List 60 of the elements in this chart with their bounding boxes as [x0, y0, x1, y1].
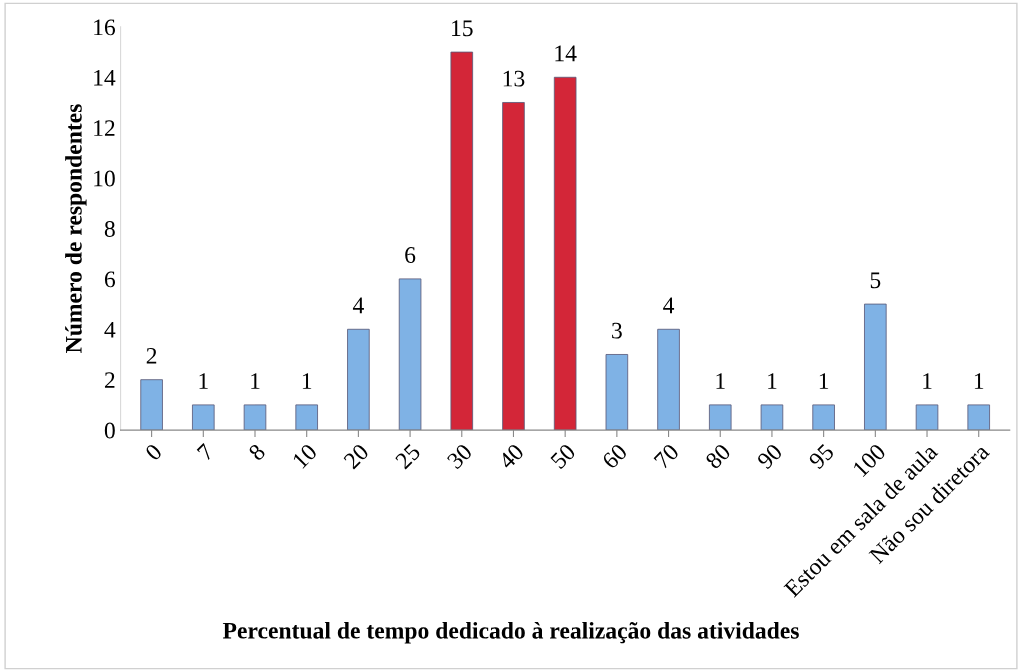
x-tick-label: 90: [756, 443, 784, 470]
x-tick-label: 80: [704, 443, 732, 470]
bar: [864, 303, 887, 431]
y-tick-label: 16: [94, 19, 116, 36]
x-tick-label: 7: [196, 443, 215, 461]
bar: [243, 404, 267, 431]
x-tick-label: 40: [497, 443, 525, 470]
y-axis-title: Número de respondentes: [65, 104, 87, 353]
data-label: 15: [452, 20, 473, 37]
y-tick-label: 2: [104, 372, 115, 388]
x-tick-label: 8: [247, 443, 267, 462]
y-tick-label: 4: [104, 321, 116, 338]
bar: [553, 76, 577, 431]
y-tick-label: 12: [94, 120, 115, 136]
data-label: 4: [663, 297, 675, 314]
x-tick-label: 100: [852, 443, 887, 478]
bar: [657, 328, 680, 431]
data-label: 6: [405, 247, 416, 263]
data-label: 1: [923, 373, 932, 389]
y-tick-label: 6: [104, 271, 116, 288]
bar: [708, 404, 732, 431]
data-label: 3: [612, 322, 622, 339]
y-tick-label: 8: [104, 220, 115, 237]
data-label: 1: [819, 373, 829, 389]
data-label: 14: [555, 45, 577, 62]
bar: [140, 379, 163, 431]
bar: [502, 102, 525, 431]
bar: [398, 278, 422, 431]
data-label: 1: [974, 373, 984, 389]
x-tick-label: 20: [342, 443, 370, 470]
data-label: 4: [352, 297, 364, 314]
y-tick-label: 10: [94, 170, 115, 187]
x-axis-title: Percentual de tempo dedicado à realização das atividades: [222, 621, 799, 644]
data-label: 1: [199, 373, 208, 389]
bar: [605, 354, 629, 431]
y-tick-label: 0: [104, 422, 115, 439]
x-tick-label: 70: [653, 443, 680, 470]
bar: [967, 404, 990, 431]
bar: [295, 404, 318, 431]
data-label: 2: [146, 347, 157, 364]
x-tick-label: 0: [144, 443, 163, 462]
x-tick-label: 30: [446, 443, 473, 470]
bar: [915, 404, 939, 431]
x-tick-label: 60: [601, 443, 628, 470]
x-tick-label: 95: [808, 443, 835, 470]
x-tick-label: 50: [549, 443, 577, 470]
data-label: 1: [768, 373, 777, 389]
bar: [192, 404, 215, 431]
data-label: 13: [503, 70, 525, 87]
x-tick-label: 25: [394, 443, 422, 470]
bar: [347, 328, 370, 431]
data-label: 1: [251, 373, 260, 389]
bar: [812, 404, 835, 431]
x-tick-label: 10: [291, 443, 318, 469]
data-label: 5: [870, 272, 881, 289]
bar: [450, 51, 474, 431]
data-label: 1: [302, 373, 312, 389]
y-tick-label: 14: [94, 69, 116, 86]
data-label: 1: [716, 373, 725, 389]
bar: [760, 404, 784, 431]
